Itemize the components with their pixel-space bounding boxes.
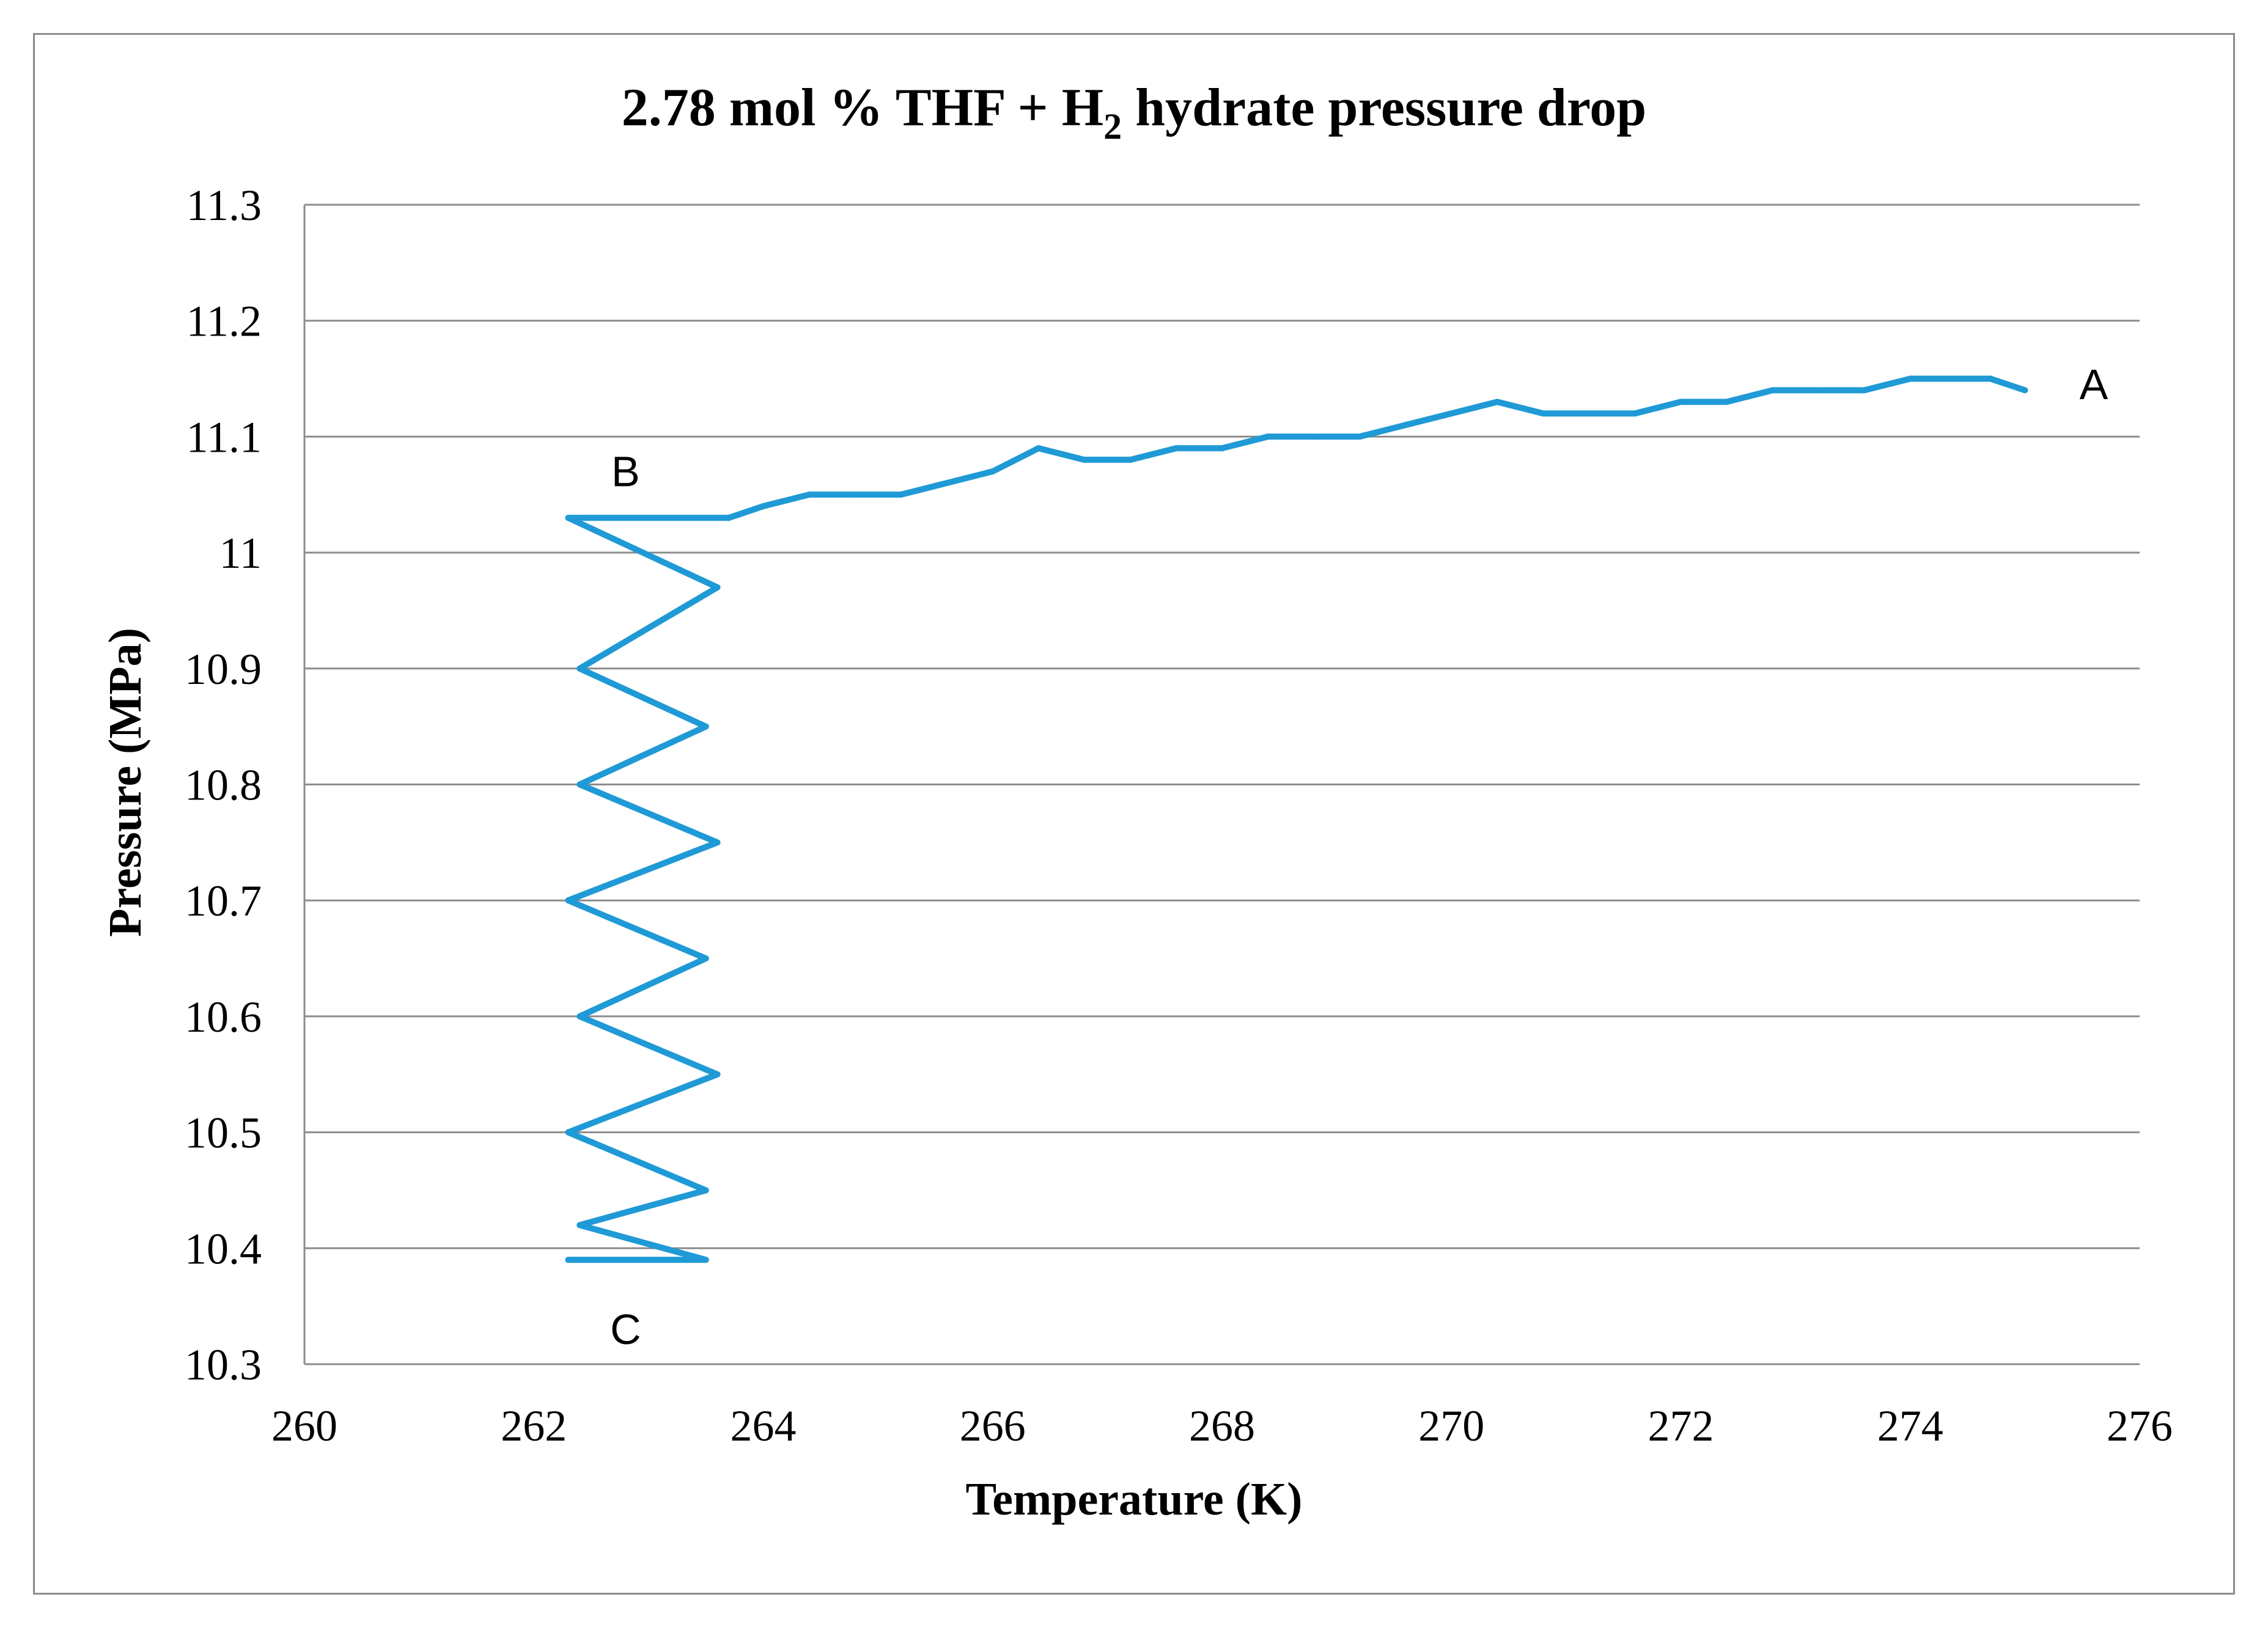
data-point bbox=[565, 1257, 572, 1263]
data-point bbox=[943, 480, 950, 487]
annotation-c: C bbox=[610, 1306, 641, 1353]
y-tick-label: 10.9 bbox=[185, 645, 262, 694]
data-point bbox=[1173, 445, 1179, 452]
y-tick-label: 11.3 bbox=[186, 181, 262, 230]
data-point bbox=[1311, 433, 1317, 440]
data-point bbox=[989, 468, 996, 475]
x-tick-label: 268 bbox=[1189, 1401, 1255, 1450]
x-axis-title: Temperature (K) bbox=[966, 1474, 1303, 1525]
series-layer bbox=[565, 375, 2028, 1263]
y-axis-title: Pressure (MPa) bbox=[100, 628, 151, 937]
chart-title-main: 2.78 mol % THF + H bbox=[622, 78, 1103, 138]
chart-title-suffix: hydrate pressure drop bbox=[1122, 78, 1646, 138]
data-point bbox=[1907, 375, 1913, 382]
data-point bbox=[1953, 375, 1959, 382]
data-point bbox=[1540, 410, 1547, 417]
y-tick-label: 11.2 bbox=[186, 297, 262, 346]
axes bbox=[303, 205, 2140, 1365]
x-tick-label: 266 bbox=[960, 1401, 1026, 1450]
data-point bbox=[1357, 433, 1363, 440]
y-tick-label: 10.4 bbox=[185, 1224, 262, 1273]
data-point bbox=[1081, 457, 1088, 463]
x-tick-label: 272 bbox=[1648, 1401, 1714, 1450]
x-tick-label: 262 bbox=[501, 1401, 567, 1450]
y-tick-label: 10.6 bbox=[185, 993, 262, 1041]
series-line-0 bbox=[726, 375, 2028, 521]
y-tick-label: 11 bbox=[219, 529, 262, 578]
annotation-b: B bbox=[611, 447, 640, 495]
data-point bbox=[576, 781, 583, 788]
data-point bbox=[702, 955, 709, 962]
data-point bbox=[1769, 387, 1776, 394]
data-point bbox=[806, 491, 812, 498]
series-line-1 bbox=[565, 515, 732, 1263]
x-tick-label: 276 bbox=[2107, 1401, 2173, 1450]
y-tick-labels: 10.3 10.4 10.5 10.6 10.7 10.8 10.9 11 11.1 11.2 11… bbox=[185, 181, 262, 1389]
data-point bbox=[897, 491, 904, 498]
data-point bbox=[1402, 422, 1409, 428]
data-point bbox=[726, 515, 732, 521]
data-point bbox=[565, 1129, 572, 1136]
y-tick-label: 10.5 bbox=[185, 1109, 262, 1158]
data-point bbox=[1219, 445, 1225, 452]
data-point bbox=[1265, 433, 1271, 440]
y-tick-label: 10.8 bbox=[185, 761, 262, 810]
data-point bbox=[576, 665, 583, 672]
data-point bbox=[1494, 398, 1501, 405]
data-point bbox=[760, 503, 767, 510]
annotation-a: A bbox=[2080, 361, 2108, 408]
data-point bbox=[852, 491, 858, 498]
data-point bbox=[1035, 445, 1042, 452]
annotation-layer: A B C bbox=[610, 361, 2108, 1353]
y-tick-label: 11.1 bbox=[186, 413, 262, 461]
data-point bbox=[1861, 387, 1868, 394]
x-tick-label: 270 bbox=[1418, 1401, 1484, 1450]
data-point bbox=[576, 1222, 583, 1229]
data-point bbox=[1723, 398, 1730, 405]
data-point bbox=[1586, 410, 1592, 417]
x-tick-label: 264 bbox=[731, 1401, 797, 1450]
data-point bbox=[1987, 375, 1994, 382]
data-point bbox=[714, 839, 721, 846]
y-tick-label: 10.7 bbox=[185, 876, 262, 925]
grid-lines bbox=[304, 204, 2140, 1249]
chart-title-subscript: 2 bbox=[1103, 106, 1122, 147]
x-tick-label: 274 bbox=[1877, 1401, 1943, 1450]
data-point bbox=[1677, 398, 1684, 405]
data-point bbox=[702, 1187, 709, 1194]
data-point bbox=[714, 584, 721, 590]
data-point bbox=[1127, 457, 1133, 463]
x-tick-label: 260 bbox=[271, 1401, 337, 1450]
data-point bbox=[565, 515, 572, 521]
data-point bbox=[714, 1071, 721, 1078]
data-point bbox=[1448, 410, 1455, 417]
y-tick-label: 10.3 bbox=[185, 1340, 262, 1389]
data-point bbox=[702, 1257, 709, 1263]
x-tick-labels: 260 262 264 266 268 270 272 274 276 bbox=[271, 1401, 2173, 1450]
data-point bbox=[1815, 387, 1822, 394]
data-point bbox=[702, 723, 709, 730]
data-point bbox=[1632, 410, 1638, 417]
data-point bbox=[565, 897, 572, 904]
chart-title: 2.78 mol % THF + H2 hydrate pressure dro… bbox=[622, 78, 1646, 147]
data-point bbox=[576, 1013, 583, 1019]
chart-frame bbox=[33, 33, 2235, 1595]
data-point bbox=[2022, 387, 2028, 394]
